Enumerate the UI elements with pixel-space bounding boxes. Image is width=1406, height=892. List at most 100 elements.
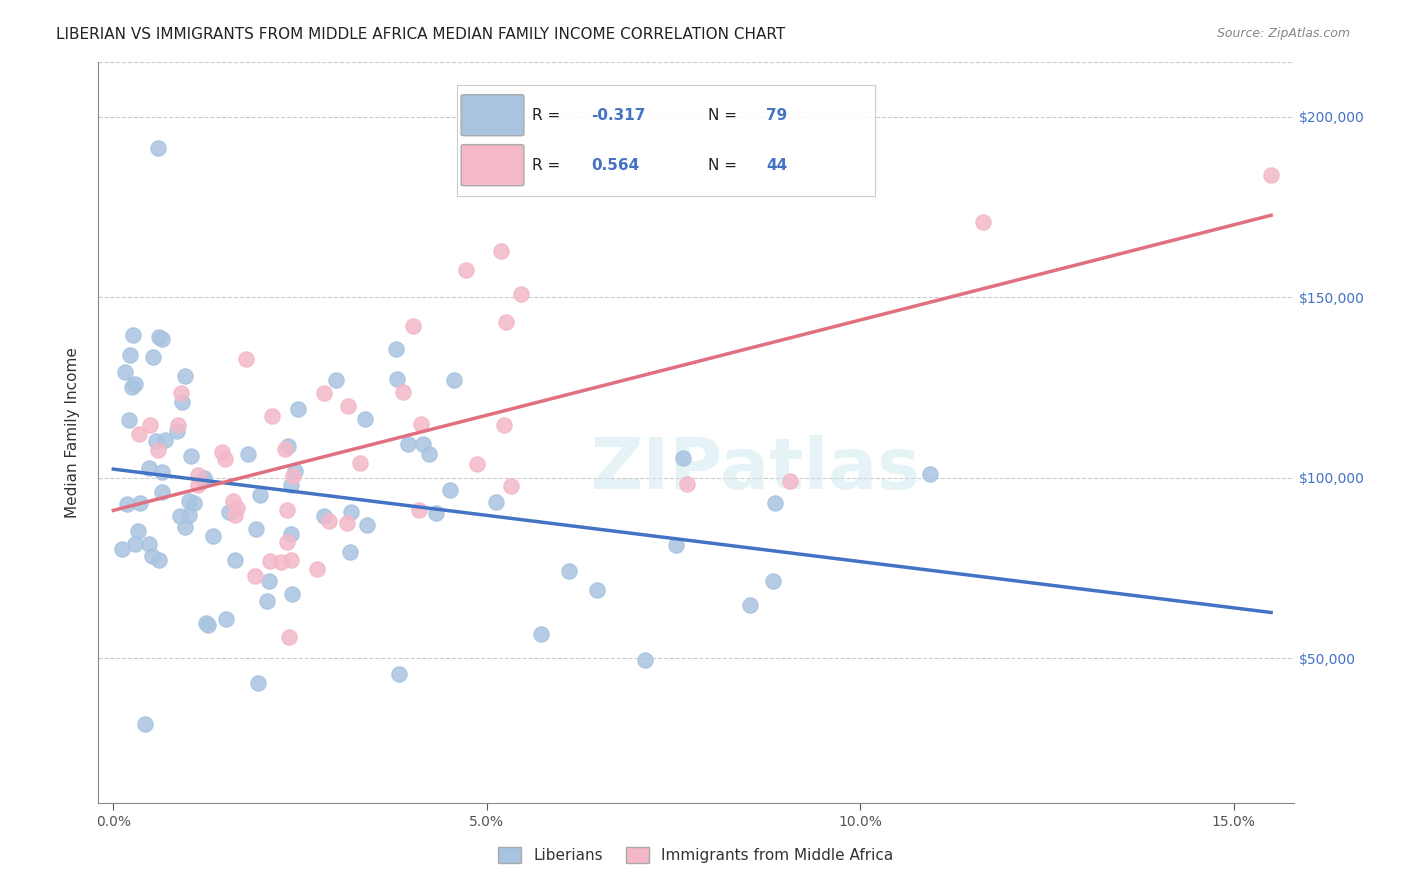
Point <box>270 555 292 569</box>
Point <box>276 534 298 549</box>
Point <box>495 315 517 329</box>
Text: Source: ZipAtlas.com: Source: ZipAtlas.com <box>1216 27 1350 40</box>
Point <box>257 574 280 589</box>
Point <box>148 552 170 566</box>
Point <box>489 244 512 258</box>
Point <box>146 442 169 457</box>
Point <box>117 497 139 511</box>
Point <box>485 495 508 509</box>
Point <box>280 527 302 541</box>
Point <box>762 574 785 588</box>
Point <box>197 617 219 632</box>
Point <box>114 365 136 379</box>
Point <box>214 452 236 467</box>
Point <box>284 464 307 478</box>
Point <box>277 439 299 453</box>
Point <box>339 505 361 519</box>
Point <box>280 553 302 567</box>
Text: ZIPatlas: ZIPatlas <box>591 435 921 504</box>
Point <box>150 332 173 346</box>
Point <box>402 318 425 333</box>
Point <box>740 598 762 612</box>
Point <box>193 473 215 487</box>
Point <box>353 412 375 426</box>
Point <box>124 537 146 551</box>
Point <box>412 436 434 450</box>
Point <box>249 488 271 502</box>
Point <box>281 587 304 601</box>
Point <box>170 385 193 400</box>
Point <box>193 471 215 485</box>
Point <box>385 371 408 385</box>
Point <box>425 506 447 520</box>
Y-axis label: Median Family Income: Median Family Income <box>65 347 80 518</box>
Point <box>339 545 361 559</box>
Legend: Liberians, Immigrants from Middle Africa: Liberians, Immigrants from Middle Africa <box>492 841 900 869</box>
Point <box>262 409 284 424</box>
Point <box>305 562 328 576</box>
Point <box>177 508 200 522</box>
Point <box>665 538 688 552</box>
Point <box>278 630 301 644</box>
Point <box>224 508 246 522</box>
Point <box>672 450 695 465</box>
Point <box>385 343 408 357</box>
Point <box>779 474 801 488</box>
Point <box>276 502 298 516</box>
Point <box>224 553 246 567</box>
Point <box>443 373 465 387</box>
Point <box>633 652 655 666</box>
Point <box>972 215 994 229</box>
Point <box>141 549 163 564</box>
Point <box>763 496 786 510</box>
Point <box>256 593 278 607</box>
Point <box>259 554 281 568</box>
Point <box>439 483 461 497</box>
Point <box>148 141 170 155</box>
Point <box>530 627 553 641</box>
Point <box>174 369 197 384</box>
Point <box>235 351 257 366</box>
Point <box>408 503 430 517</box>
Point <box>111 542 134 557</box>
Point <box>183 495 205 509</box>
Point <box>174 520 197 534</box>
Point <box>166 424 188 438</box>
Point <box>349 456 371 470</box>
Point <box>167 418 190 433</box>
Point <box>226 501 249 516</box>
Point <box>150 465 173 479</box>
Point <box>920 467 942 482</box>
Point <box>318 514 340 528</box>
Point <box>396 437 419 451</box>
Point <box>128 427 150 442</box>
Point <box>169 508 191 523</box>
Point <box>177 494 200 508</box>
Point <box>392 384 415 399</box>
Point <box>325 373 347 387</box>
Point <box>312 509 335 524</box>
Point <box>499 479 522 493</box>
Text: LIBERIAN VS IMMIGRANTS FROM MIDDLE AFRICA MEDIAN FAMILY INCOME CORRELATION CHART: LIBERIAN VS IMMIGRANTS FROM MIDDLE AFRIC… <box>56 27 786 42</box>
Point <box>118 413 141 427</box>
Point <box>122 328 145 343</box>
Point <box>138 461 160 475</box>
Point <box>243 569 266 583</box>
Point <box>141 350 163 364</box>
Point <box>118 348 141 362</box>
Point <box>283 468 305 483</box>
Point <box>187 468 209 483</box>
Point <box>187 478 209 492</box>
Point <box>465 457 488 471</box>
Point <box>152 485 174 500</box>
Point <box>138 537 160 551</box>
Point <box>586 582 609 597</box>
Point <box>148 330 170 344</box>
Point <box>195 616 218 631</box>
Point <box>388 667 411 681</box>
Point <box>246 675 269 690</box>
Point <box>287 402 309 417</box>
Point <box>127 524 149 538</box>
Point <box>675 477 697 491</box>
Point <box>172 395 194 409</box>
